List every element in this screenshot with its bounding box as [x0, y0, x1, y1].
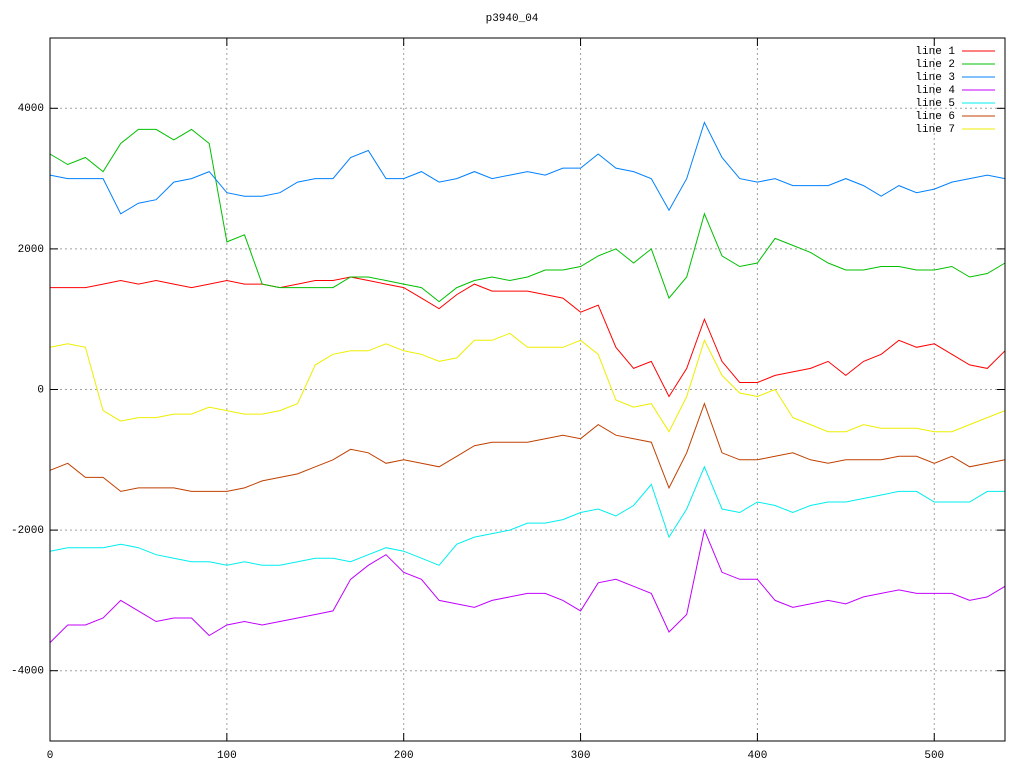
data-line — [49, 121, 1006, 215]
legend-label: line 5 — [915, 98, 955, 110]
y-tick-label: 2000 — [18, 244, 44, 256]
data-line — [49, 465, 1005, 566]
plot-frame — [49, 37, 1006, 742]
legend-label: line 7 — [915, 124, 955, 136]
legend-label: line 4 — [915, 85, 955, 97]
y-tick-label: -4000 — [11, 666, 44, 678]
x-tick-label: 300 — [571, 750, 591, 762]
x-tick-label: 500 — [924, 750, 944, 762]
data-line — [49, 528, 1006, 643]
legend-label: line 6 — [915, 111, 955, 123]
y-tick-label: 4000 — [18, 103, 44, 115]
legend-label: line 1 — [915, 46, 955, 58]
y-tick-label: -2000 — [11, 525, 44, 537]
legend-label: line 2 — [915, 59, 955, 71]
data-line — [49, 332, 1006, 433]
x-tick-label: 400 — [748, 750, 768, 762]
x-tick-label: 0 — [47, 750, 54, 762]
x-tick-label: 100 — [217, 750, 237, 762]
data-line — [49, 402, 1006, 492]
x-tick-label: 200 — [394, 750, 414, 762]
data-line — [49, 128, 1006, 303]
chart-title: p3940_04 — [486, 13, 539, 25]
legend-label: line 3 — [915, 72, 955, 84]
data-line — [50, 276, 1006, 398]
y-tick-label: 0 — [37, 384, 44, 396]
